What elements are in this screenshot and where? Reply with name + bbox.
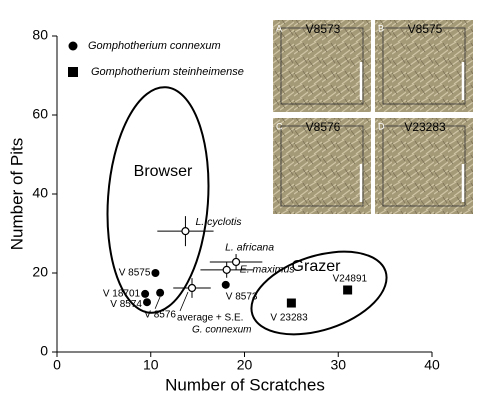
panel-letter: C	[276, 121, 283, 131]
panel-label: V8576	[306, 120, 341, 134]
point-label: V 8573	[226, 291, 258, 302]
point-label: V 23283	[270, 313, 308, 324]
x-tick-label: 30	[330, 357, 346, 373]
annotation: Browser	[134, 163, 193, 180]
point-label: E. maximus	[240, 264, 296, 276]
panel-letter: D	[378, 121, 385, 131]
panel-letter: B	[378, 23, 384, 33]
panel-label: V23283	[404, 120, 446, 134]
point	[156, 288, 165, 297]
legend-label: Gomphotherium steinheimense	[91, 66, 244, 78]
point-label: V 8575	[119, 268, 151, 279]
x-tick-label: 10	[143, 357, 159, 373]
point	[151, 269, 160, 277]
point	[141, 289, 150, 298]
point	[286, 298, 296, 308]
point-label: V 8576	[144, 309, 176, 320]
point-label: L. cyclotis	[195, 216, 242, 228]
point	[222, 265, 231, 274]
point	[143, 298, 151, 307]
point	[343, 285, 353, 295]
photo	[375, 118, 473, 214]
leader-line	[154, 296, 161, 309]
y-tick-label: 60	[32, 106, 48, 122]
y-axis-label: Number of Pits	[7, 138, 26, 250]
x-tick-label: 40	[424, 357, 440, 373]
photo-frame	[382, 27, 466, 105]
point-label: V 18701	[103, 289, 141, 300]
legend-label: Gomphotherium connexum	[88, 40, 221, 52]
photo-frame	[280, 27, 364, 105]
point	[221, 280, 230, 289]
annotation: G. connexum	[192, 325, 251, 336]
y-tick-label: 20	[32, 264, 48, 280]
point	[181, 227, 190, 236]
y-tick-label: 80	[32, 27, 48, 43]
annotation: Grazer	[292, 258, 342, 275]
point-label: L. africana	[225, 242, 274, 254]
x-tick-label: 0	[53, 357, 61, 373]
photo	[375, 20, 473, 112]
photo-frame	[280, 125, 364, 207]
browser-ellipse	[106, 86, 210, 314]
point-label: V24891	[333, 274, 368, 285]
y-tick-label: 40	[32, 185, 48, 201]
point-label: V 8574	[110, 299, 142, 310]
panel-letter: A	[276, 23, 282, 33]
photo	[273, 118, 371, 214]
photo	[273, 20, 371, 112]
leader-line	[179, 291, 189, 312]
legend-marker	[68, 67, 78, 77]
y-tick-label: 0	[40, 343, 48, 359]
annotation: average + S.E.	[177, 313, 243, 324]
photo-frame	[382, 125, 466, 207]
point	[187, 283, 197, 293]
panel-label: V8575	[408, 22, 443, 36]
photo-panels: A V8573 B V8575 C V8576 D V23283	[273, 20, 473, 214]
grazer-ellipse	[250, 250, 388, 336]
x-tick-label: 20	[237, 357, 253, 373]
x-axis-label: Number of Scratches	[165, 375, 325, 394]
legend-marker	[68, 41, 78, 51]
panel-label: V8573	[306, 22, 341, 36]
point	[231, 257, 241, 267]
